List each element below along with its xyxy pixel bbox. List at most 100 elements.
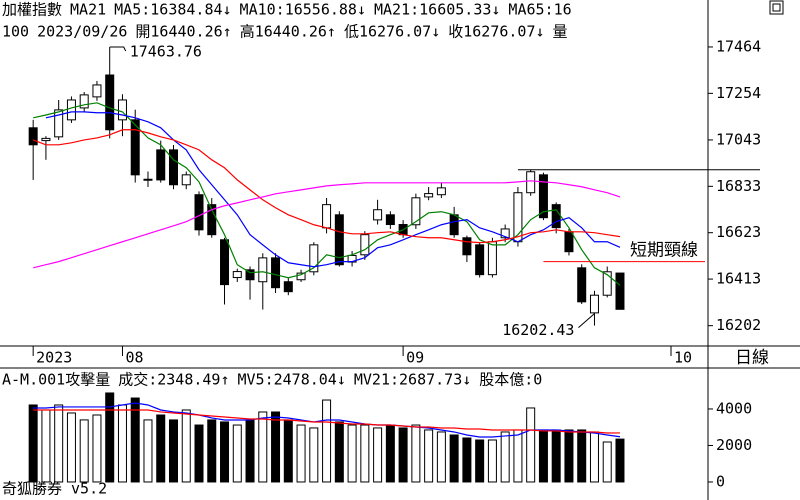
volume-bar [181, 409, 191, 483]
volume-bar [385, 424, 395, 483]
volume-bar [551, 429, 561, 483]
candle-body [105, 74, 115, 131]
info-item: 收16276.07↓ [448, 23, 544, 41]
legend-item: MA65:16 [508, 1, 571, 19]
ma-line [33, 102, 621, 286]
volume-bar [360, 424, 370, 483]
annotation-leader [109, 46, 127, 52]
volume-bar [398, 427, 408, 483]
candle-body [449, 214, 459, 236]
info-item: 高16440.26↑ [240, 23, 336, 41]
volume-bar [334, 421, 344, 483]
ma-line [45, 111, 621, 268]
volume-bar [194, 424, 204, 483]
candle-body [296, 272, 306, 281]
y-tick-label: 2000 [716, 436, 752, 454]
candle-body [589, 294, 599, 314]
volume-bar [462, 437, 472, 483]
candle-body [475, 244, 485, 276]
candle-body [424, 193, 434, 198]
y-tick-label: 17254 [716, 84, 761, 102]
candle-body [487, 241, 497, 276]
volume-bar [449, 434, 459, 483]
x-tick-label: 08 [125, 349, 143, 367]
candle-body [168, 149, 178, 186]
volume-bar [526, 407, 536, 483]
volume-bar [28, 404, 38, 483]
volume-bar [168, 419, 178, 483]
candle-body [360, 234, 370, 256]
candle-body [232, 271, 242, 279]
candle-body [130, 119, 140, 176]
y-tick-label: 16413 [716, 270, 761, 288]
volume-bar [66, 412, 76, 483]
candle-body [245, 269, 255, 281]
window-button[interactable] [769, 0, 784, 15]
chart-title: A-M.001攻擊量 [2, 371, 110, 389]
info-item: 低16276.07↓ [344, 23, 440, 41]
volume-bar [322, 399, 332, 483]
candle-body [602, 271, 612, 296]
candle-body [309, 244, 319, 273]
candle-body [615, 272, 625, 310]
window-button-icon [772, 3, 781, 12]
ma-line [32, 129, 621, 244]
volume-bar [424, 429, 434, 483]
volume-bar [602, 441, 612, 483]
y-tick-label: 4000 [716, 399, 752, 417]
candle-body [271, 257, 281, 289]
legend-note: 股本億:0 [479, 371, 542, 389]
period-label: 日線 [735, 348, 769, 368]
y-tick-label: 16833 [716, 177, 761, 195]
candle-body [283, 281, 293, 293]
footer: 奇狐勝券 v5.2 [2, 480, 107, 498]
candle-body [385, 214, 395, 226]
overlay: 17464 17254 17043 16833 16623 16413 16202 2023 0… [2, 1, 761, 491]
y-tick-label: 0 [716, 472, 725, 490]
candle-body [526, 171, 536, 194]
volume-bar [105, 392, 115, 483]
candle-body [117, 99, 127, 121]
candle-body [551, 204, 561, 229]
volume-bar [577, 429, 587, 483]
info-item: 2023/09/26 [37, 23, 127, 41]
volume-bar [589, 431, 599, 483]
annotation: 17463.76 [130, 43, 202, 61]
volume-bar [615, 438, 625, 483]
candle-body [258, 257, 268, 283]
info-item: 開16440.26↑ [135, 23, 231, 41]
volume-bar [92, 414, 102, 483]
legend-item: MV5:2478.04↓ [238, 371, 346, 389]
volume-bar [41, 409, 51, 483]
volume-bar [538, 429, 548, 483]
volume-bar [232, 424, 242, 483]
volume-bar [475, 439, 485, 483]
candle-body [41, 137, 51, 142]
candle-body [207, 204, 217, 236]
y-tick-label: 16623 [716, 223, 761, 241]
candle-body [322, 204, 332, 229]
legend-item: MA21:16605.33↓ [374, 1, 500, 19]
ma-line [33, 402, 621, 438]
candle-body [28, 127, 38, 146]
x-tick-label: 10 [674, 349, 692, 367]
y-tick-label: 17043 [716, 130, 761, 148]
candle-body [143, 178, 153, 181]
volume-bar [309, 427, 319, 483]
candle-body [92, 84, 102, 98]
candle-body [66, 99, 76, 121]
volume-bar [411, 424, 421, 483]
price-panel [28, 47, 625, 326]
volume-bar [271, 411, 281, 483]
volume-bar [436, 431, 446, 483]
volume-bar [130, 397, 140, 483]
y-tick-label: 17464 [716, 37, 761, 55]
candle-body [462, 237, 472, 256]
candle-body [194, 194, 204, 231]
candle-body [577, 267, 587, 303]
volume-bar [258, 411, 268, 483]
legend-item: MA5:16384.84↓ [114, 1, 231, 19]
candle-body [411, 197, 421, 226]
volume-bar [220, 421, 230, 483]
